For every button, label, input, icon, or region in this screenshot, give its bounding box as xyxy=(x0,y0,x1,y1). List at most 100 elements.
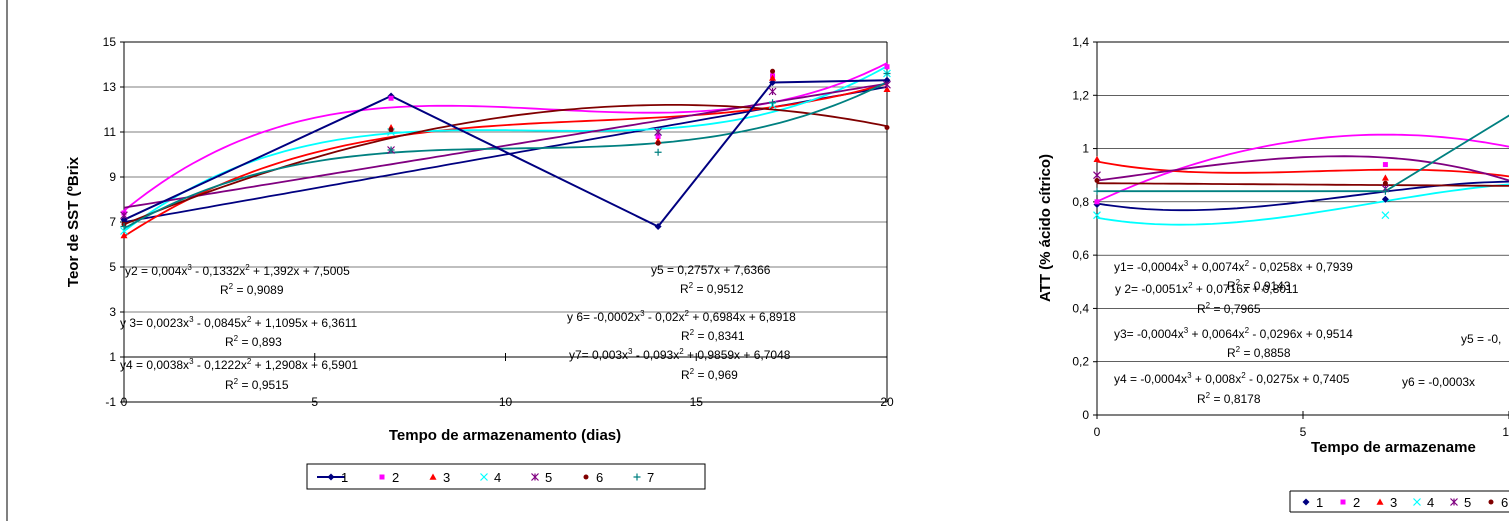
y-tick-label: 5 xyxy=(109,260,116,274)
r2-y4: R2 = 0,9515 xyxy=(225,377,289,392)
data-point xyxy=(883,76,891,84)
series-5 xyxy=(120,80,891,220)
trendline-6 xyxy=(1096,182,1509,187)
trendline-5 xyxy=(1096,155,1509,182)
legend-marker xyxy=(1488,499,1494,505)
x-tick-label: 15 xyxy=(690,395,704,409)
y-tick-label: 7 xyxy=(109,215,116,229)
legend-item-5: 5 xyxy=(531,470,552,485)
legend-item-4: 4 xyxy=(480,470,501,485)
legend-item-6: 6 xyxy=(1488,495,1508,510)
series-6 xyxy=(121,68,890,227)
equation-y5: y5 = 0,2757x + 7,6366 xyxy=(651,263,771,277)
data-point xyxy=(1381,174,1389,181)
legend-item-4: 4 xyxy=(1413,495,1434,510)
data-point xyxy=(1382,180,1388,186)
series-7 xyxy=(120,70,891,230)
x-axis-label: Tempo de armazename xyxy=(1311,439,1476,456)
data-point xyxy=(884,125,890,130)
data-point xyxy=(1381,187,1389,195)
chart-att: 0 0,2 0,4 0,6 0,8 1 1,2 1,4 0 5 10 Tempo de armaze… xyxy=(1037,35,1509,513)
legend-marker xyxy=(1413,498,1421,506)
r2-y3: R2 = 0,893 xyxy=(225,334,282,349)
legend-label: 1 xyxy=(341,470,348,485)
data-point xyxy=(770,68,776,74)
x-axis-label: Tempo de armazenamento (dias) xyxy=(389,427,621,444)
legend-label: 4 xyxy=(494,470,501,485)
y-tick-label: 15 xyxy=(103,35,117,49)
r2-y7: R2 = 0,969 xyxy=(681,367,738,382)
legend-item-1: 1 xyxy=(317,470,348,485)
x-tick-label: 20 xyxy=(880,395,894,409)
data-point xyxy=(120,232,128,239)
legend-label: 3 xyxy=(1390,495,1397,510)
x-tick-label: 10 xyxy=(1502,425,1509,439)
data-point xyxy=(1381,211,1390,220)
legend-marker xyxy=(633,473,641,481)
equation-y3: y3= -0,0004x3 + 0,0064x2 - 0,0296x + 0,9… xyxy=(1114,326,1353,341)
x-tick-label: 10 xyxy=(499,395,513,409)
legend-marker xyxy=(429,473,437,480)
data-point xyxy=(120,216,128,224)
r2-y4: R2 = 0,8178 xyxy=(1197,391,1261,406)
data-point xyxy=(1381,195,1389,203)
y-tick-label: 0,4 xyxy=(1072,301,1089,315)
legend-marker xyxy=(1450,498,1458,506)
data-point xyxy=(387,146,395,154)
r2-y1: R2 = 0,9143 xyxy=(1227,278,1291,293)
data-point xyxy=(655,140,661,146)
equation-y7: y7= 0,003x3 - 0,093x2 + 0,9859x + 6,7048 xyxy=(569,347,791,362)
legend-item-2: 2 xyxy=(1340,495,1360,510)
series-1 xyxy=(120,76,891,230)
series-6 xyxy=(1094,178,1388,186)
equation-y2-line: y 2= -0,0051x2 + 0,0716x + 0,8011 xyxy=(1115,281,1299,296)
y-tick-label: 0,6 xyxy=(1072,248,1089,262)
data-point xyxy=(388,127,394,133)
legend-marker xyxy=(1340,499,1346,505)
legend-marker xyxy=(480,473,488,481)
equation-y5: y5 = -0, xyxy=(1461,332,1501,346)
data-point xyxy=(120,223,128,230)
legend-label: 2 xyxy=(1353,495,1360,510)
trendline-7 xyxy=(123,81,888,230)
y-tick-label: 1 xyxy=(1082,142,1089,156)
trendline-6 xyxy=(123,104,888,226)
equation-y6: y6 = -0,0003x xyxy=(1402,375,1475,389)
y-tick-label: 3 xyxy=(109,305,116,319)
y-tick-label: 0 xyxy=(1082,408,1089,422)
legend-label: 5 xyxy=(1464,495,1471,510)
y-tick-label: 9 xyxy=(109,170,116,184)
legend-label: 5 xyxy=(545,470,552,485)
series-2 xyxy=(1094,162,1388,205)
r2-y5: R2 = 0,9512 xyxy=(680,281,744,296)
data-point xyxy=(769,99,777,107)
data-point xyxy=(388,95,394,101)
legend-item-6: 6 xyxy=(583,470,603,485)
data-point xyxy=(654,148,662,156)
series-3 xyxy=(120,74,891,239)
data-point xyxy=(654,128,663,136)
legend-label: 6 xyxy=(1501,495,1508,510)
r2-y6: R2 = 0,8341 xyxy=(681,328,745,343)
legend-marker xyxy=(327,473,335,481)
trendline-2 xyxy=(1096,133,1509,203)
equation-y4: y4 = 0,0038x3 - 0,1222x2 + 1,2908x + 6,5… xyxy=(120,357,358,372)
r2-y2: R2 = 0,7965 xyxy=(1197,301,1261,316)
data-point xyxy=(1382,162,1388,168)
legend-marker xyxy=(583,474,589,480)
data-point xyxy=(1094,199,1100,205)
equation-y3: y 3= 0,0023x3 - 0,0845x2 + 1,1095x + 6,3… xyxy=(120,315,358,330)
data-point xyxy=(655,134,661,139)
data-point xyxy=(769,74,777,81)
y-tick-label: 11 xyxy=(104,125,117,139)
legend-item-3: 3 xyxy=(429,470,450,485)
legend-marker xyxy=(1376,498,1384,505)
y-tick-label: 13 xyxy=(103,80,117,94)
legend-marker xyxy=(531,473,539,481)
legend-item-2: 2 xyxy=(379,470,399,485)
data-point xyxy=(1093,155,1101,163)
trendline-3 xyxy=(1096,160,1509,178)
r2-y3: R2 = 0,8858 xyxy=(1227,345,1291,360)
legend-item-7: 7 xyxy=(633,470,654,485)
